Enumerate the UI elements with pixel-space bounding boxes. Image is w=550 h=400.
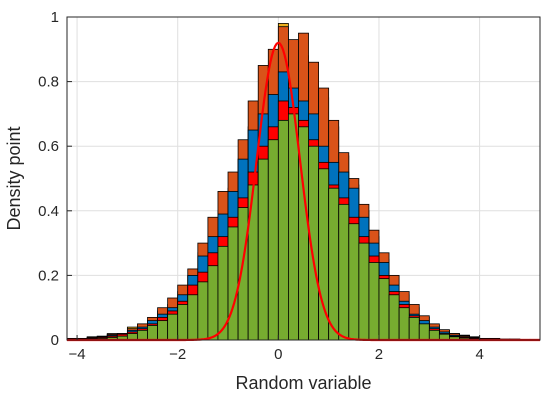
x-tick-label: −4 xyxy=(69,346,86,363)
histogram-bar xyxy=(197,281,209,341)
y-tick-label: 0.6 xyxy=(38,138,59,155)
histogram-bar xyxy=(418,323,430,341)
histogram-bar xyxy=(137,329,148,341)
histogram-bar xyxy=(157,320,169,341)
histogram-bar xyxy=(187,294,199,341)
histogram-bar xyxy=(227,226,239,341)
y-tick-labels: 0 0.2 0.4 0.6 0.8 1 xyxy=(38,9,59,349)
y-tick-label: 0.2 xyxy=(38,267,59,284)
histogram-series xyxy=(66,113,541,341)
y-tick-label: 0 xyxy=(51,332,59,349)
histogram-bar xyxy=(348,223,360,341)
histogram-bar xyxy=(267,139,279,341)
x-tick-label: 2 xyxy=(375,346,383,363)
histogram-bar xyxy=(398,307,410,341)
y-tick-label: 0.8 xyxy=(38,74,59,91)
y-tick-label: 1 xyxy=(51,9,59,26)
histogram-bar xyxy=(338,203,350,341)
histogram-bar xyxy=(288,113,299,341)
x-tick-label: 4 xyxy=(475,346,483,363)
histogram-bar xyxy=(237,207,249,341)
histogram-bar xyxy=(378,278,390,341)
x-tick-labels: −4 −2 0 2 4 xyxy=(69,346,484,363)
axes-box xyxy=(66,16,541,341)
histogram-bar xyxy=(177,304,189,341)
histogram-bar xyxy=(147,325,158,341)
x-axis-label: Random variable xyxy=(235,373,371,393)
histogram-bar xyxy=(257,158,269,341)
histogram-bar xyxy=(358,242,370,341)
y-tick-label: 0.4 xyxy=(38,203,59,220)
histogram-bar xyxy=(217,245,229,341)
histogram-bar xyxy=(408,316,420,341)
histogram-bar xyxy=(207,265,219,341)
x-tick-label: −2 xyxy=(169,346,186,363)
histogram-bar xyxy=(277,119,289,341)
x-tick-label: 0 xyxy=(274,346,282,363)
axes xyxy=(66,16,541,341)
histogram-bar xyxy=(167,313,179,341)
y-axis-label: Density point xyxy=(4,126,24,230)
histogram-bar xyxy=(368,262,380,341)
histogram-bar xyxy=(328,187,340,341)
histogram-bar xyxy=(388,294,400,341)
histogram-bar xyxy=(428,329,440,341)
